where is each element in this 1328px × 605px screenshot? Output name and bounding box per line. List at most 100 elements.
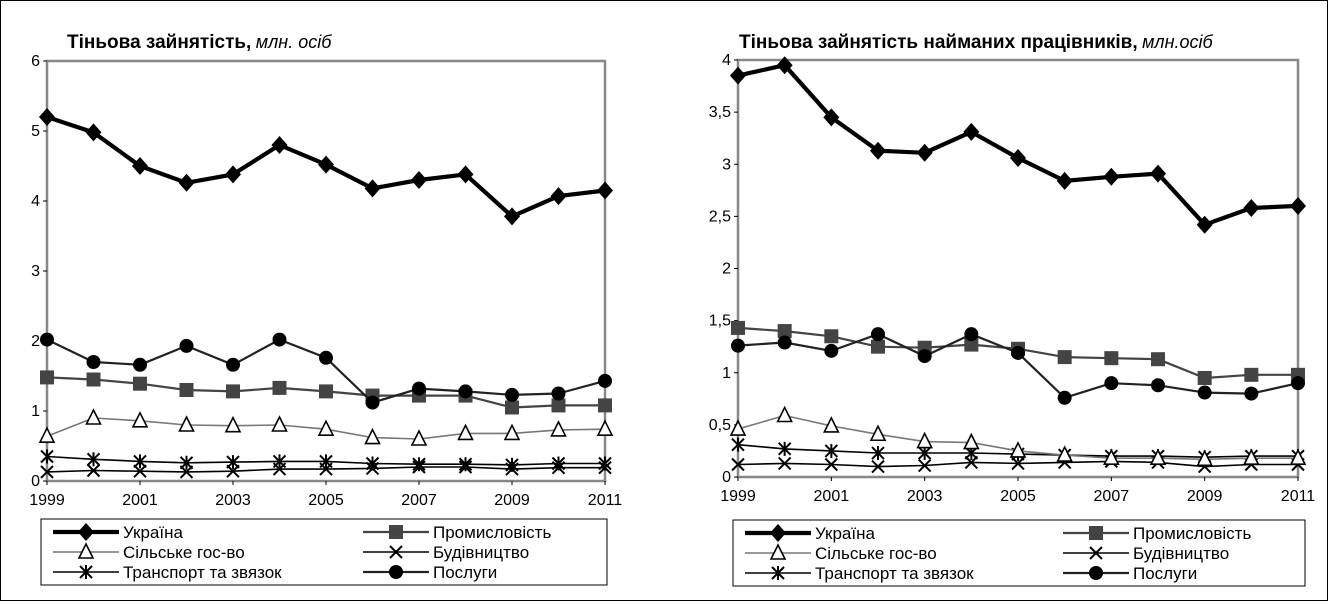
data-point [871,340,885,354]
data-point [1244,368,1258,382]
data-point [412,382,426,396]
series-2 [40,370,612,414]
legend-label: Україна [815,524,875,543]
data-point [964,435,978,449]
data-point [730,67,746,85]
data-point [1151,352,1165,366]
data-point [179,174,195,192]
data-point [731,339,745,353]
data-point [87,410,101,424]
data-point [319,384,333,398]
legend: Україна Промисловість Сільське гос-во Будів… [41,519,607,585]
data-point [871,327,885,341]
legend-swatch-marker [1089,566,1103,580]
data-point [597,182,613,200]
series-1 [730,56,1306,234]
data-point [778,336,792,350]
data-point [411,171,427,189]
data-point [40,370,54,384]
data-point [1198,386,1212,400]
data-point [552,422,566,436]
data-point [459,425,473,439]
data-point [917,144,933,162]
x-tick-label: 2003 [215,492,251,509]
data-point [226,358,240,372]
data-point [87,373,101,387]
data-point [1104,376,1118,390]
chart-title: Тіньова зайнятість, млн. осіб [67,32,332,53]
data-point [180,339,194,353]
data-point [319,351,333,365]
y-tick-label: 0 [722,469,731,486]
data-point [1011,346,1025,360]
legend-label: Послуги [433,563,497,582]
data-point [40,333,54,347]
y-tick-label: 2 [31,333,40,350]
plot-area [47,61,605,481]
y-tick-label: 1 [722,365,731,382]
data-point [459,384,473,398]
legend-label: Транспорт та звязок [815,564,974,583]
y-tick-label: 3 [31,263,40,280]
data-point [273,417,287,431]
data-point [1104,351,1118,365]
data-point [87,355,101,369]
x-tick-label: 2001 [122,492,158,509]
series-3 [40,410,612,445]
y-tick-label: 3 [722,156,731,173]
data-point [1151,378,1165,392]
data-point [1058,350,1072,364]
data-point [133,377,147,391]
legend-swatch-marker [389,525,403,539]
data-point [1243,199,1259,217]
data-point [1291,376,1305,390]
x-tick-label: 2003 [907,488,943,505]
plot-area [738,60,1298,477]
data-point [551,187,567,205]
data-point [133,358,147,372]
legend-label: Сільське гос-во [123,543,245,562]
data-point [366,396,380,410]
legend-label: Промисловість [433,523,551,542]
data-point [731,321,745,335]
legend-swatch-marker [389,565,403,579]
legend-label: Будівництво [433,543,529,562]
x-tick-label: 2011 [588,492,623,509]
data-point [1010,149,1026,167]
y-tick-label: 3,5 [709,104,731,121]
legend-label: Будівництво [1133,544,1229,563]
data-point [180,383,194,397]
data-point [1103,168,1119,186]
data-point [598,421,612,435]
data-point [273,381,287,395]
legend-label: Промисловість [1133,524,1251,543]
data-point [963,123,979,141]
x-tick-label: 2007 [401,492,437,509]
data-point [273,333,287,347]
data-point [552,387,566,401]
legend-label: Україна [123,523,183,542]
y-tick-label: 5 [31,123,40,140]
data-point [225,165,241,183]
data-point [824,344,838,358]
data-point [272,136,288,154]
series-1 [39,108,613,225]
legend-swatch-marker [1089,526,1103,540]
y-tick-label: 1,5 [709,313,731,330]
y-tick-label: 2 [722,261,731,278]
legend: Україна Промисловість Сільське гос-во Будів… [733,520,1305,586]
y-tick-label: 4 [722,52,731,69]
series-line [738,65,1298,225]
data-point [1244,387,1258,401]
data-point [226,384,240,398]
y-tick-label: 1 [31,403,40,420]
y-tick-label: 0,5 [709,417,731,434]
data-point [1058,391,1072,405]
series-6 [731,327,1305,405]
x-tick-label: 1999 [29,492,65,509]
y-tick-label: 2,5 [709,208,731,225]
data-point [365,179,381,197]
data-point [964,327,978,341]
